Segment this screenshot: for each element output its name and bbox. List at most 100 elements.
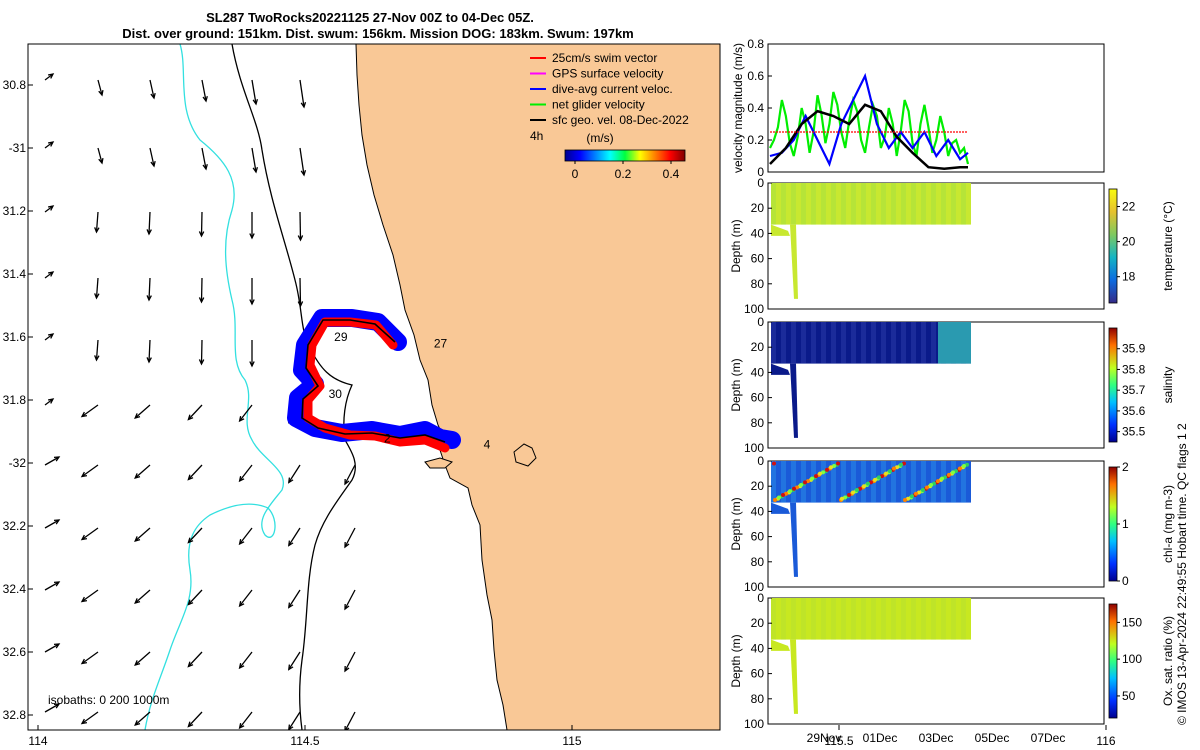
vel-ytick-label: 0.4 xyxy=(747,101,764,115)
quiver-head xyxy=(53,703,61,709)
time-tick-label: 07Dec xyxy=(1031,731,1066,745)
quiver-head xyxy=(53,643,61,649)
quiver-head xyxy=(98,157,104,165)
figure-title-line2: Dist. over ground: 151km. Dist. swum: 15… xyxy=(122,26,634,41)
depth-tick-label: 20 xyxy=(751,616,765,630)
map-ytick-label: 31.6 xyxy=(3,330,27,344)
section-stripe xyxy=(811,598,816,640)
quiver-arrow xyxy=(201,79,207,102)
isobath-200 xyxy=(231,44,356,730)
quiver-arrow xyxy=(239,711,253,729)
map-axes: 114114.5115115.5116116.530.8-3131.231.43… xyxy=(3,78,1116,748)
chl-dot xyxy=(962,464,966,469)
chl-dot xyxy=(821,470,825,475)
quiver-arrow xyxy=(81,711,99,725)
velocity-series-line xyxy=(769,91,970,165)
quiver-head xyxy=(47,205,55,211)
section-stripe xyxy=(921,322,926,364)
chl-dot xyxy=(951,470,955,475)
geo-velocity-quivers xyxy=(44,73,356,730)
quiver-arrow xyxy=(239,464,253,482)
quiver-head xyxy=(146,357,152,364)
chl-dot xyxy=(803,480,807,485)
section-stripe xyxy=(901,183,906,225)
day-labels: 27 29 30 2 4 xyxy=(329,330,491,451)
quiver-head xyxy=(344,541,350,549)
section-colorbar xyxy=(1108,188,1118,304)
quiver-arrow xyxy=(344,527,356,548)
quiver-arrow xyxy=(95,211,99,233)
quiver-arrow xyxy=(239,404,253,422)
quiver-arrow xyxy=(251,79,257,105)
colorbar-tick-label: 35.6 xyxy=(1122,404,1146,418)
colorbar-tick-label: 20 xyxy=(1122,235,1136,249)
quiver-head xyxy=(53,456,61,462)
chl-dot xyxy=(917,490,921,495)
quiver-head xyxy=(80,471,88,478)
section-stripe xyxy=(791,322,796,364)
section-stripe xyxy=(891,322,896,364)
section-stripe xyxy=(871,183,876,225)
quiver-head xyxy=(47,73,55,79)
colorbar-label: temperature (°C) xyxy=(1161,201,1175,291)
chl-dot xyxy=(936,479,940,484)
quiver-head xyxy=(134,413,141,419)
map-ytick-label: 31.4 xyxy=(3,267,27,281)
section-stripe xyxy=(861,322,866,364)
vel-ytick-label: 0.2 xyxy=(747,133,764,147)
section-stripe xyxy=(961,598,966,640)
section-stripe xyxy=(811,322,816,364)
quiver-head xyxy=(80,596,88,603)
map-colorbar xyxy=(564,149,686,162)
section-stripe xyxy=(881,598,886,640)
section-stripe xyxy=(941,183,946,225)
quiver-head xyxy=(300,102,307,109)
chl-dot xyxy=(947,472,951,477)
depth-tick-label: 60 xyxy=(751,530,765,544)
quiver-head xyxy=(80,718,88,725)
quiver-arrow xyxy=(44,581,60,591)
section-stripe xyxy=(931,183,936,225)
quiver-head xyxy=(249,361,255,368)
quiver-arrow xyxy=(299,211,302,241)
quiver-head xyxy=(150,160,156,168)
chl-dot xyxy=(847,493,851,498)
quiver-head xyxy=(134,720,141,726)
chl-dot xyxy=(903,498,907,503)
quiver-arrow xyxy=(44,398,54,406)
quiver-head xyxy=(238,475,245,483)
section-stripe xyxy=(791,183,796,225)
chl-dot xyxy=(899,462,903,467)
quiver-arrow xyxy=(299,79,305,108)
section-stripe xyxy=(931,598,936,640)
section-stripe xyxy=(931,322,936,364)
chl-dot xyxy=(772,461,776,466)
quiver-arrow xyxy=(134,711,151,726)
quiver-arrow xyxy=(187,589,203,605)
quiver-head xyxy=(80,411,88,418)
map-ytick-label: 32.8 xyxy=(3,708,27,722)
chl-dot xyxy=(869,480,873,485)
quiver-arrow xyxy=(299,147,305,176)
quiver-arrow xyxy=(344,651,356,672)
colorbar-label: (m/s) xyxy=(586,131,613,145)
chl-dot xyxy=(792,486,796,491)
quiver-arrow xyxy=(200,277,203,303)
section-stripe xyxy=(811,461,816,503)
map-ytick-label: 32.2 xyxy=(3,519,27,533)
section-stripe xyxy=(851,322,856,364)
quiver-head xyxy=(187,599,194,606)
section-stripe xyxy=(851,598,856,640)
section-shallow-wedge xyxy=(771,639,790,651)
section-shallow-wedge xyxy=(771,502,790,514)
colorbar-tick-label: 35.8 xyxy=(1122,362,1146,376)
colorbar-tick-label: 0 xyxy=(572,167,579,181)
section-stripe xyxy=(841,322,846,364)
chl-dot xyxy=(836,461,840,466)
quiver-head xyxy=(202,96,208,103)
quiver-arrow xyxy=(200,339,203,365)
depth-tick-label: 0 xyxy=(757,315,764,329)
quiver-head xyxy=(80,534,88,541)
section-stripe xyxy=(781,322,786,364)
section-stripe xyxy=(841,598,846,640)
